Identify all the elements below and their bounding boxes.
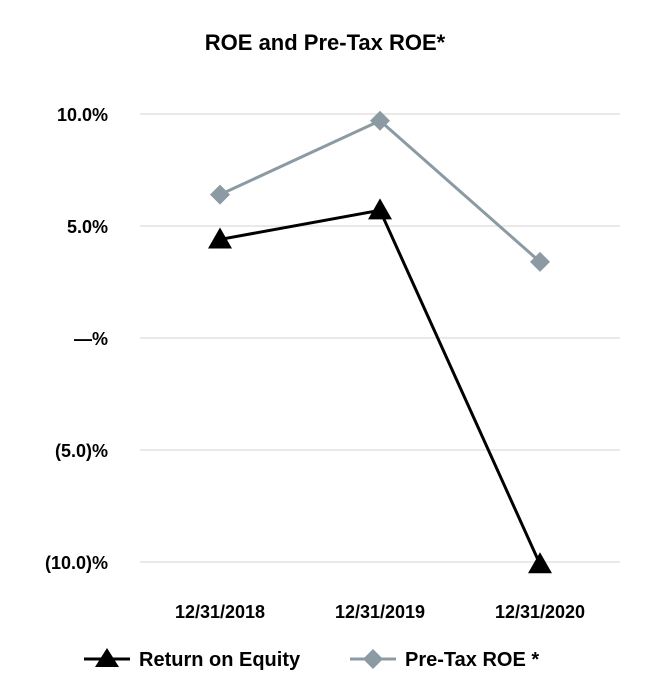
series-pre-tax-roe	[210, 110, 550, 272]
y-tick-label-1: 5.0%	[67, 217, 108, 237]
legend-item-return-on-equity: Return on Equity	[84, 648, 301, 671]
legend-label-return-on-equity: Return on Equity	[139, 649, 301, 671]
y-axis-ticks: 10.0% 5.0% —% (5.0)% (10.0)%	[45, 105, 108, 573]
point-return-on-equity-12-31-2020	[528, 552, 552, 574]
x-tick-label-0: 12/31/2018	[175, 602, 265, 622]
point-return-on-equity-12-31-2018	[208, 227, 232, 249]
legend-diamond-icon	[363, 649, 383, 669]
y-tick-label-3: (5.0)%	[55, 441, 108, 461]
legend: Return on Equity Pre-Tax ROE *	[84, 648, 539, 671]
x-tick-label-2: 12/31/2020	[495, 602, 585, 622]
series-layer	[208, 110, 552, 574]
series-line-return-on-equity	[219, 208, 542, 565]
point-pre-tax-roe-12-31-2019	[370, 110, 390, 131]
legend-label-pre-tax-roe: Pre-Tax ROE *	[405, 649, 539, 671]
x-axis-ticks: 12/31/2018 12/31/2019 12/31/2020	[175, 602, 585, 622]
y-tick-label-2: —%	[74, 329, 108, 349]
point-pre-tax-roe-12-31-2020	[530, 251, 550, 272]
series-line-pre-tax-roe	[219, 118, 541, 263]
chart-title: ROE and Pre-Tax ROE*	[205, 30, 446, 55]
point-return-on-equity-12-31-2019	[368, 198, 392, 220]
point-pre-tax-roe-12-31-2018	[210, 184, 230, 205]
legend-triangle-icon	[95, 648, 119, 667]
legend-item-pre-tax-roe: Pre-Tax ROE *	[350, 649, 539, 671]
x-tick-label-1: 12/31/2019	[335, 602, 425, 622]
y-tick-label-0: 10.0%	[57, 105, 108, 125]
series-return-on-equity	[208, 198, 552, 574]
grid-lines	[140, 113, 620, 563]
y-tick-label-4: (10.0)%	[45, 553, 108, 573]
